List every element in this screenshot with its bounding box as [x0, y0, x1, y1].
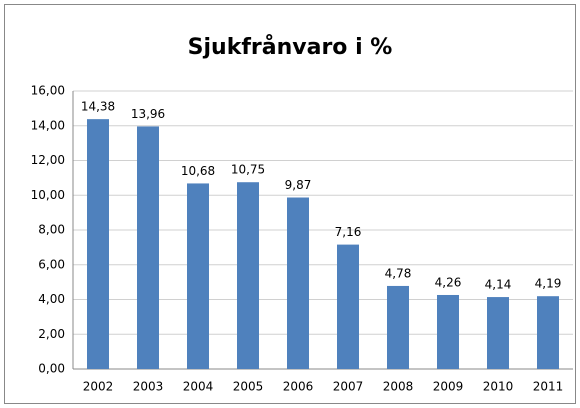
- y-tick-label: 8,00: [38, 223, 65, 237]
- y-tick-label: 10,00: [31, 188, 65, 202]
- data-label: 4,78: [385, 266, 412, 280]
- bar: [387, 285, 409, 369]
- y-tick-label: 0,00: [38, 362, 65, 376]
- y-tick-label: 14,00: [31, 118, 65, 132]
- data-label: 4,14: [485, 278, 512, 292]
- bar: [537, 296, 559, 369]
- chart-title: Sjukfrånvaro i %: [188, 34, 393, 60]
- y-tick-label: 6,00: [38, 257, 65, 271]
- x-tick-label: 2007: [333, 380, 364, 394]
- y-tick-label: 4,00: [38, 292, 65, 306]
- data-label: 4,19: [535, 277, 562, 291]
- bar: [287, 197, 309, 369]
- data-label: 10,75: [231, 163, 265, 177]
- data-label: 10,68: [181, 164, 215, 178]
- data-label: 7,16: [335, 225, 362, 239]
- bar: [187, 183, 209, 369]
- y-tick-label: 12,00: [31, 153, 65, 167]
- bar: [337, 244, 359, 369]
- x-tick-label: 2010: [483, 380, 514, 394]
- x-tick-label: 2002: [83, 380, 114, 394]
- data-label: 9,87: [285, 178, 312, 192]
- y-tick-label: 16,00: [31, 84, 65, 98]
- bar: [437, 294, 459, 369]
- x-tick-label: 2011: [533, 380, 564, 394]
- bar: [87, 119, 109, 370]
- bar: [137, 126, 159, 369]
- x-tick-label: 2005: [233, 380, 264, 394]
- x-tick-label: 2004: [183, 380, 214, 394]
- data-label: 14,38: [81, 100, 115, 114]
- x-tick-label: 2008: [383, 380, 414, 394]
- x-tick-label: 2009: [433, 380, 464, 394]
- x-tick-label: 2003: [133, 380, 164, 394]
- bar: [487, 297, 509, 369]
- bar: [237, 182, 259, 369]
- data-label: 4,26: [435, 275, 462, 289]
- x-tick-label: 2006: [283, 380, 314, 394]
- data-label: 13,96: [131, 107, 165, 121]
- y-tick-label: 2,00: [38, 327, 65, 341]
